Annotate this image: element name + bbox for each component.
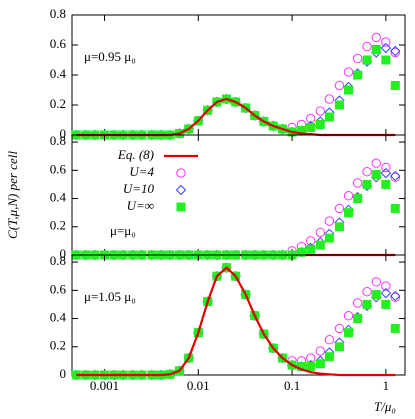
marker <box>324 216 335 226</box>
marker <box>362 287 372 297</box>
marker <box>390 172 400 183</box>
marker <box>371 158 381 168</box>
marker <box>381 179 391 189</box>
x-tick-label: 0.1 <box>284 378 300 393</box>
marker <box>390 290 401 302</box>
marker <box>362 55 372 65</box>
y-tick-label: 0.8 <box>50 253 66 268</box>
marker <box>381 281 391 291</box>
marker <box>390 203 400 213</box>
marker <box>315 240 325 250</box>
legend-label: Eq. (8) <box>117 147 154 162</box>
y-tick-label: 0.4 <box>50 66 67 81</box>
marker <box>353 70 363 80</box>
legend-label: U=4 <box>129 164 154 179</box>
marker <box>381 55 391 65</box>
y-tick-label: 0.8 <box>50 133 66 148</box>
marker <box>334 222 344 232</box>
marker <box>315 120 325 129</box>
marker <box>343 311 354 321</box>
marker <box>324 94 335 104</box>
y-axis-label: C(T,μ,N) per cell <box>5 151 20 239</box>
marker <box>371 32 381 43</box>
marker <box>352 178 363 188</box>
marker <box>380 287 392 299</box>
y-tick-label: 0.4 <box>50 190 67 205</box>
marker <box>381 162 391 173</box>
y-tick-label: 0.6 <box>50 161 67 176</box>
y-tick-label: 0.2 <box>50 96 66 111</box>
marker <box>343 191 354 201</box>
marker <box>390 81 400 90</box>
marker <box>390 323 400 333</box>
marker <box>380 42 392 54</box>
marker <box>371 170 381 180</box>
x-tick-label: 0.001 <box>90 378 119 393</box>
y-tick-label: 0.2 <box>50 338 66 353</box>
annotation: μ=μ₀ <box>110 223 136 238</box>
y-tick-label: 0.6 <box>50 281 67 296</box>
y-tick-label: 0 <box>60 246 67 261</box>
x-tick-label: 1 <box>383 378 390 393</box>
marker <box>362 41 372 52</box>
curve <box>76 266 396 377</box>
marker <box>344 85 354 95</box>
marker <box>334 323 345 334</box>
annotation: μ=1.05 μ₀ <box>84 289 136 304</box>
marker <box>315 346 326 356</box>
marker <box>334 203 345 214</box>
marker <box>353 194 363 204</box>
marker <box>315 106 326 116</box>
x-tick-label: 0.01 <box>187 378 210 393</box>
marker <box>306 113 316 124</box>
marker <box>380 167 392 179</box>
marker <box>306 362 316 372</box>
marker <box>390 47 400 58</box>
marker <box>390 170 401 182</box>
marker <box>352 298 363 308</box>
marker <box>315 227 326 238</box>
marker <box>353 314 363 324</box>
marker <box>371 277 381 287</box>
marker <box>334 100 344 110</box>
marker <box>371 45 381 54</box>
marker <box>381 37 391 47</box>
marker <box>296 247 306 257</box>
legend-label: U=10 <box>123 181 155 196</box>
legend-swatch <box>176 168 186 178</box>
marker <box>324 233 334 243</box>
marker <box>324 352 334 362</box>
marker <box>390 292 400 303</box>
marker <box>315 359 325 369</box>
marker <box>362 179 372 189</box>
marker <box>390 45 401 57</box>
legend-swatch <box>176 202 186 212</box>
marker <box>343 67 354 77</box>
marker <box>324 112 334 122</box>
marker <box>334 342 344 352</box>
annotation: μ=0.95 μ₀ <box>84 49 136 64</box>
marker <box>344 208 354 218</box>
marker <box>362 299 372 309</box>
marker <box>334 80 345 91</box>
plot-frame <box>71 254 406 376</box>
y-tick-label: 0.8 <box>50 6 66 21</box>
marker <box>344 328 354 338</box>
y-tick-label: 0.4 <box>50 310 67 325</box>
y-tick-label: 0.2 <box>50 218 66 233</box>
marker <box>324 335 335 345</box>
marker <box>381 299 391 309</box>
marker <box>371 290 381 300</box>
marker <box>352 53 363 64</box>
marker <box>306 123 316 132</box>
y-tick-label: 0 <box>60 366 67 381</box>
y-tick-label: 0.6 <box>50 36 67 51</box>
marker <box>362 167 372 177</box>
marker <box>306 244 316 254</box>
y-tick-label: 0 <box>60 126 67 141</box>
legend-swatch <box>175 184 187 196</box>
x-axis-label: T/μ₀ <box>374 399 396 414</box>
legend-label: U=∞ <box>127 198 154 213</box>
